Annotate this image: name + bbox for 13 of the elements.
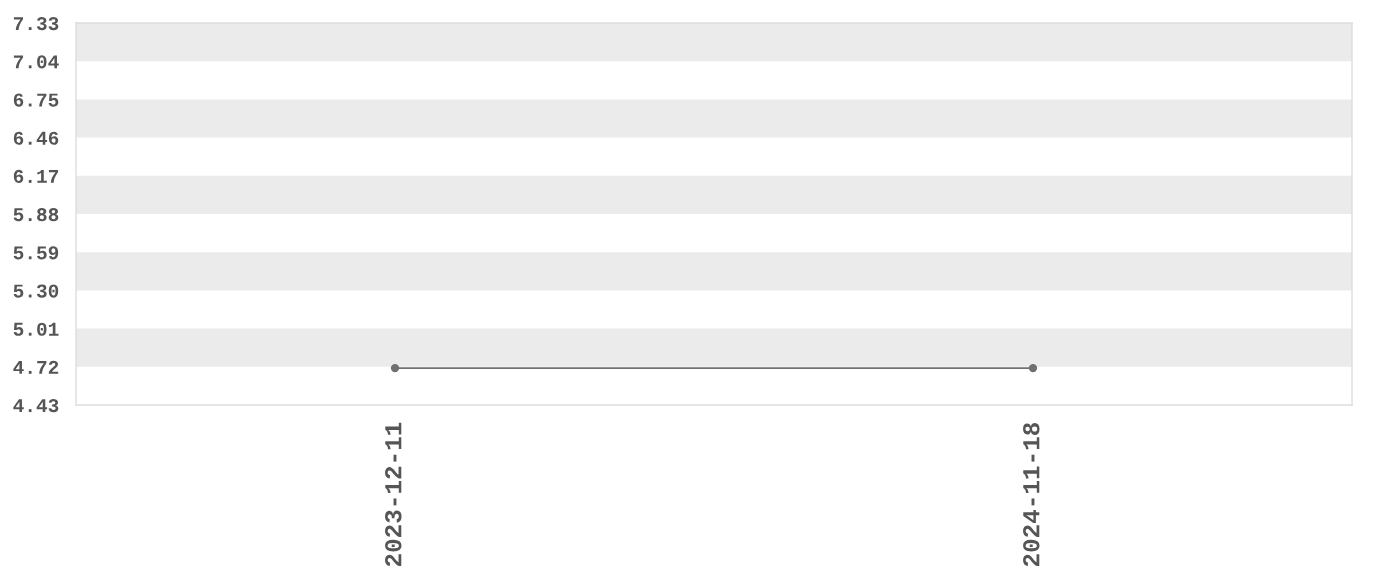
- x-tick-label: 2023-12-11: [385, 422, 402, 567]
- y-tick-label: 6.46: [13, 131, 59, 145]
- y-tick-label: 5.88: [13, 208, 59, 222]
- y-tick-label: 7.04: [13, 55, 59, 69]
- y-tick-label: 5.01: [13, 322, 59, 336]
- y-tick-label: 7.33: [13, 17, 59, 31]
- y-tick-label: 5.59: [13, 246, 59, 260]
- y-tick-label: 5.30: [13, 284, 59, 298]
- x-tick-label: 2024-11-18: [1023, 422, 1040, 567]
- y-tick-label: 4.72: [13, 360, 59, 374]
- y-tick-label: 6.75: [13, 93, 59, 107]
- y-tick-label: 4.43: [13, 399, 59, 413]
- y-tick-label: 6.17: [13, 169, 59, 184]
